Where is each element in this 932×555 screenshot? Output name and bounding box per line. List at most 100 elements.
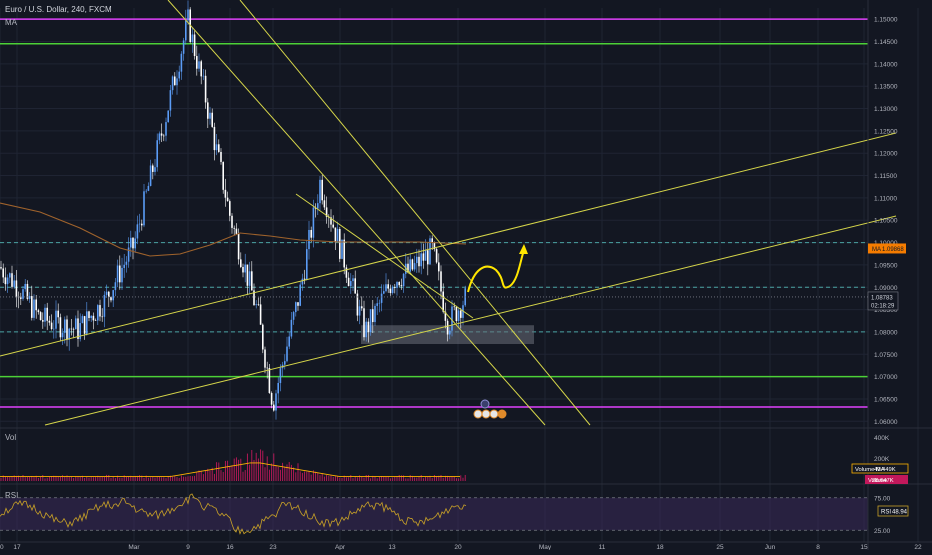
candle-body	[251, 271, 253, 291]
candle-body	[409, 259, 411, 272]
price-tick-label: 1.13000	[874, 106, 898, 113]
ma-indicator-label[interactable]: MA	[5, 18, 17, 27]
candle-body	[174, 76, 176, 86]
ma-line	[0, 202, 467, 257]
candle-body	[290, 319, 293, 337]
candle-body	[6, 277, 9, 285]
candle-body	[44, 307, 46, 322]
candle-body	[297, 302, 299, 306]
candle-body	[70, 328, 73, 330]
trendline	[44, 215, 897, 426]
candle-body	[42, 320, 44, 322]
ma-tag-name: MA	[872, 247, 881, 253]
candle-body	[55, 310, 57, 329]
candle-body	[284, 361, 286, 365]
ma-price-tag	[868, 243, 906, 254]
candle-body	[336, 228, 339, 242]
candle-body	[332, 224, 334, 228]
candle-body	[209, 112, 211, 119]
candle-body	[77, 318, 79, 339]
candle-body	[39, 312, 42, 321]
event-icon	[481, 409, 491, 419]
candle-body	[191, 34, 194, 43]
candle-body	[156, 140, 158, 168]
candle-body	[446, 320, 449, 335]
price-tick-label: 1.06000	[874, 419, 898, 426]
candle-body	[220, 151, 222, 162]
candle-body	[33, 299, 35, 318]
volume-ma-tag-value: 49.449K	[874, 467, 896, 473]
candle-body	[330, 217, 332, 225]
candle-body	[48, 320, 51, 323]
volume-indicator-label[interactable]: Vol	[5, 433, 17, 442]
candle-body	[431, 238, 433, 243]
candle-body	[127, 247, 130, 262]
candle-body	[341, 239, 343, 259]
candle-body	[202, 75, 205, 77]
candle-body	[66, 319, 68, 340]
symbol-title[interactable]: Euro / U.S. Dollar, 240, FXCM	[5, 5, 112, 14]
candle-body	[435, 249, 438, 263]
candle-body	[325, 207, 328, 217]
candle-body	[178, 71, 180, 79]
candle-body	[2, 268, 4, 278]
candle-body	[37, 310, 40, 313]
candle-body	[215, 144, 218, 151]
candle-body	[20, 297, 22, 299]
candle-body	[246, 264, 249, 286]
candle-body	[180, 53, 183, 72]
candle-body	[255, 304, 257, 306]
candle-body	[308, 229, 310, 250]
time-tick-label: 13	[388, 544, 396, 550]
candle-body	[207, 102, 209, 119]
candle-body	[160, 133, 163, 136]
candle-body	[141, 223, 143, 226]
candle-body	[317, 203, 319, 209]
candle-body	[264, 349, 266, 368]
time-tick-label: 22	[914, 544, 922, 550]
candle-body	[429, 238, 431, 265]
candle-body	[182, 40, 185, 54]
candle-body	[358, 306, 361, 316]
candle-body	[306, 249, 308, 280]
price-tick-label: 1.09000	[874, 285, 898, 292]
candle-body	[152, 165, 154, 172]
candle-body	[273, 404, 275, 411]
candle-body	[350, 281, 352, 287]
candle-body	[299, 284, 301, 306]
candle-body	[211, 112, 213, 127]
candle-body	[123, 264, 125, 268]
candle-body	[460, 310, 462, 318]
candle-body	[143, 191, 145, 226]
candle-body	[90, 315, 92, 319]
candle-body	[64, 319, 66, 333]
candle-body	[50, 322, 53, 330]
time-tick-label: Mar	[128, 544, 140, 550]
price-tick-label: 1.14000	[874, 61, 898, 68]
rsi-band	[0, 497, 868, 531]
candle-body	[242, 266, 244, 273]
candle-body	[75, 318, 77, 330]
candle-body	[125, 261, 128, 265]
time-tick-label: 25	[716, 544, 724, 550]
grid	[0, 8, 919, 542]
candle-body	[277, 382, 279, 394]
candle-body	[288, 336, 290, 347]
rsi-indicator-label[interactable]: RSI	[5, 491, 19, 500]
candle-body	[163, 135, 165, 137]
time-tick-label: Apr	[335, 544, 346, 550]
rsi-line	[0, 493, 467, 535]
candle-body	[389, 288, 392, 294]
candle-body	[213, 126, 216, 151]
candle-body	[365, 321, 367, 338]
candle-body	[88, 311, 90, 319]
candle-body	[121, 267, 123, 283]
volume-ma-tag-name: Volume MA	[855, 467, 885, 473]
time-tick-label: 11	[599, 544, 606, 550]
candle-body	[347, 277, 350, 287]
candle-body	[323, 200, 326, 208]
candle-body	[145, 190, 147, 192]
candle-body	[339, 228, 341, 259]
